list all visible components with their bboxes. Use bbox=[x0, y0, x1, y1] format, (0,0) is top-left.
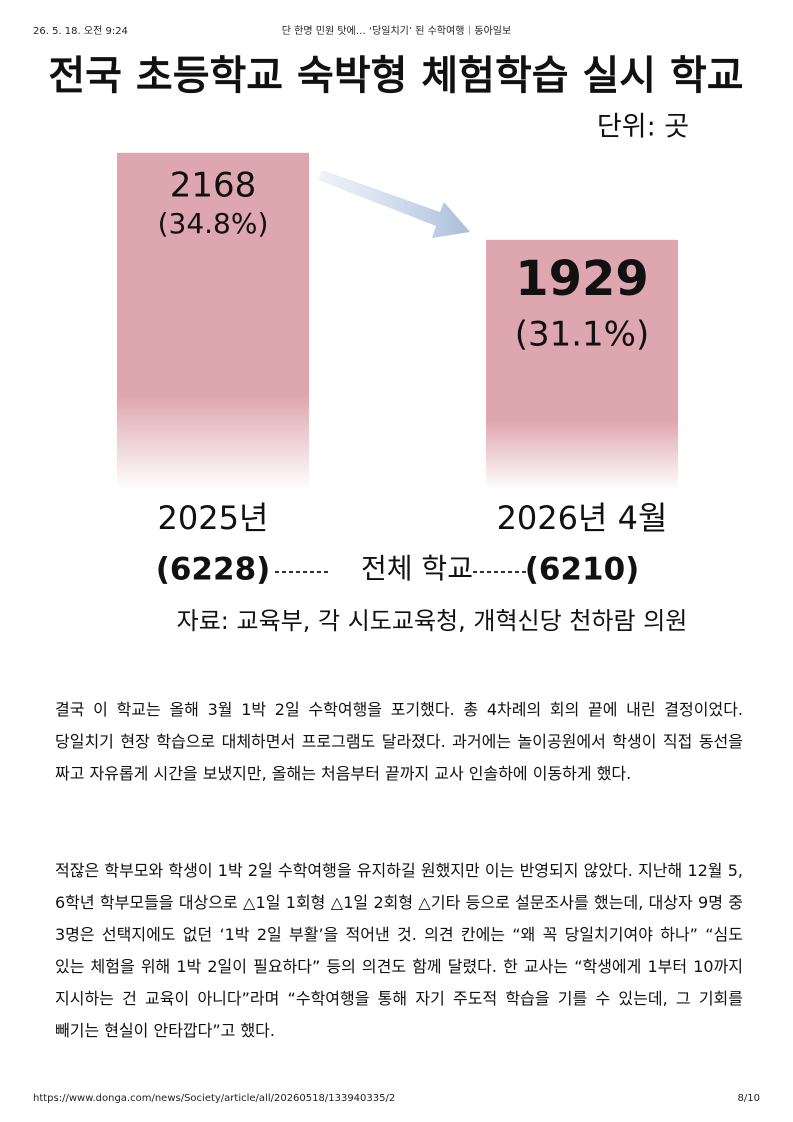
page-number: 8/10 bbox=[737, 1093, 760, 1104]
share-label: (34.8%) bbox=[158, 207, 269, 240]
bar-fade bbox=[486, 239, 678, 490]
source: 자료: 교육부, 각 시도교육청, 개혁신당 천하람 의원 bbox=[177, 607, 688, 635]
value-label: 2168 bbox=[170, 165, 257, 205]
category-label: 2026년 4월 bbox=[497, 499, 668, 537]
chart: 전국 초등학교 숙박형 체험학습 실시 학교 단위: 곳 전체 학교 자료: 교… bbox=[48, 53, 743, 635]
category-label: 2025년 bbox=[158, 499, 269, 537]
chart-title: 전국 초등학교 숙박형 체험학습 실시 학교 bbox=[48, 53, 743, 99]
paragraph: 결국 이 학교는 올해 3월 1박 2일 수학여행을 포기했다. 총 4차례의 … bbox=[55, 700, 743, 783]
unit: 단위: 곳 bbox=[597, 112, 689, 143]
total-label: (6210) bbox=[525, 552, 640, 588]
value-label: 1929 bbox=[515, 251, 649, 307]
url: https://www.donga.com/news/Society/artic… bbox=[33, 1093, 396, 1104]
paragraph: 적잖은 학부모와 학생이 1박 2일 수학여행을 유지하길 원했지만 이는 반영… bbox=[55, 861, 743, 1040]
bar-fade bbox=[117, 152, 309, 490]
totals-label: 전체 학교 bbox=[361, 552, 473, 585]
total-label: (6228) bbox=[156, 552, 271, 588]
share-label: (31.1%) bbox=[515, 314, 650, 354]
print-date: 26. 5. 18. 오전 9:24 bbox=[33, 26, 128, 37]
trend-arrow bbox=[318, 170, 470, 238]
print-title: 단 한명 민원 탓에… ‘당일치기’ 된 수학여행｜동아일보 bbox=[281, 26, 512, 37]
